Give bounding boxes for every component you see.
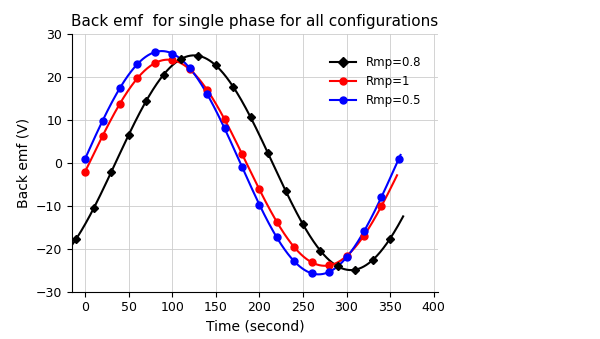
Title: Back emf  for single phase for all configurations: Back emf for single phase for all config… (71, 14, 439, 28)
Legend: Rmp=0.8, Rmp=1, Rmp=0.5: Rmp=0.8, Rmp=1, Rmp=0.5 (327, 53, 425, 111)
X-axis label: Time (second): Time (second) (206, 320, 304, 334)
Y-axis label: Back emf (V): Back emf (V) (16, 118, 31, 208)
